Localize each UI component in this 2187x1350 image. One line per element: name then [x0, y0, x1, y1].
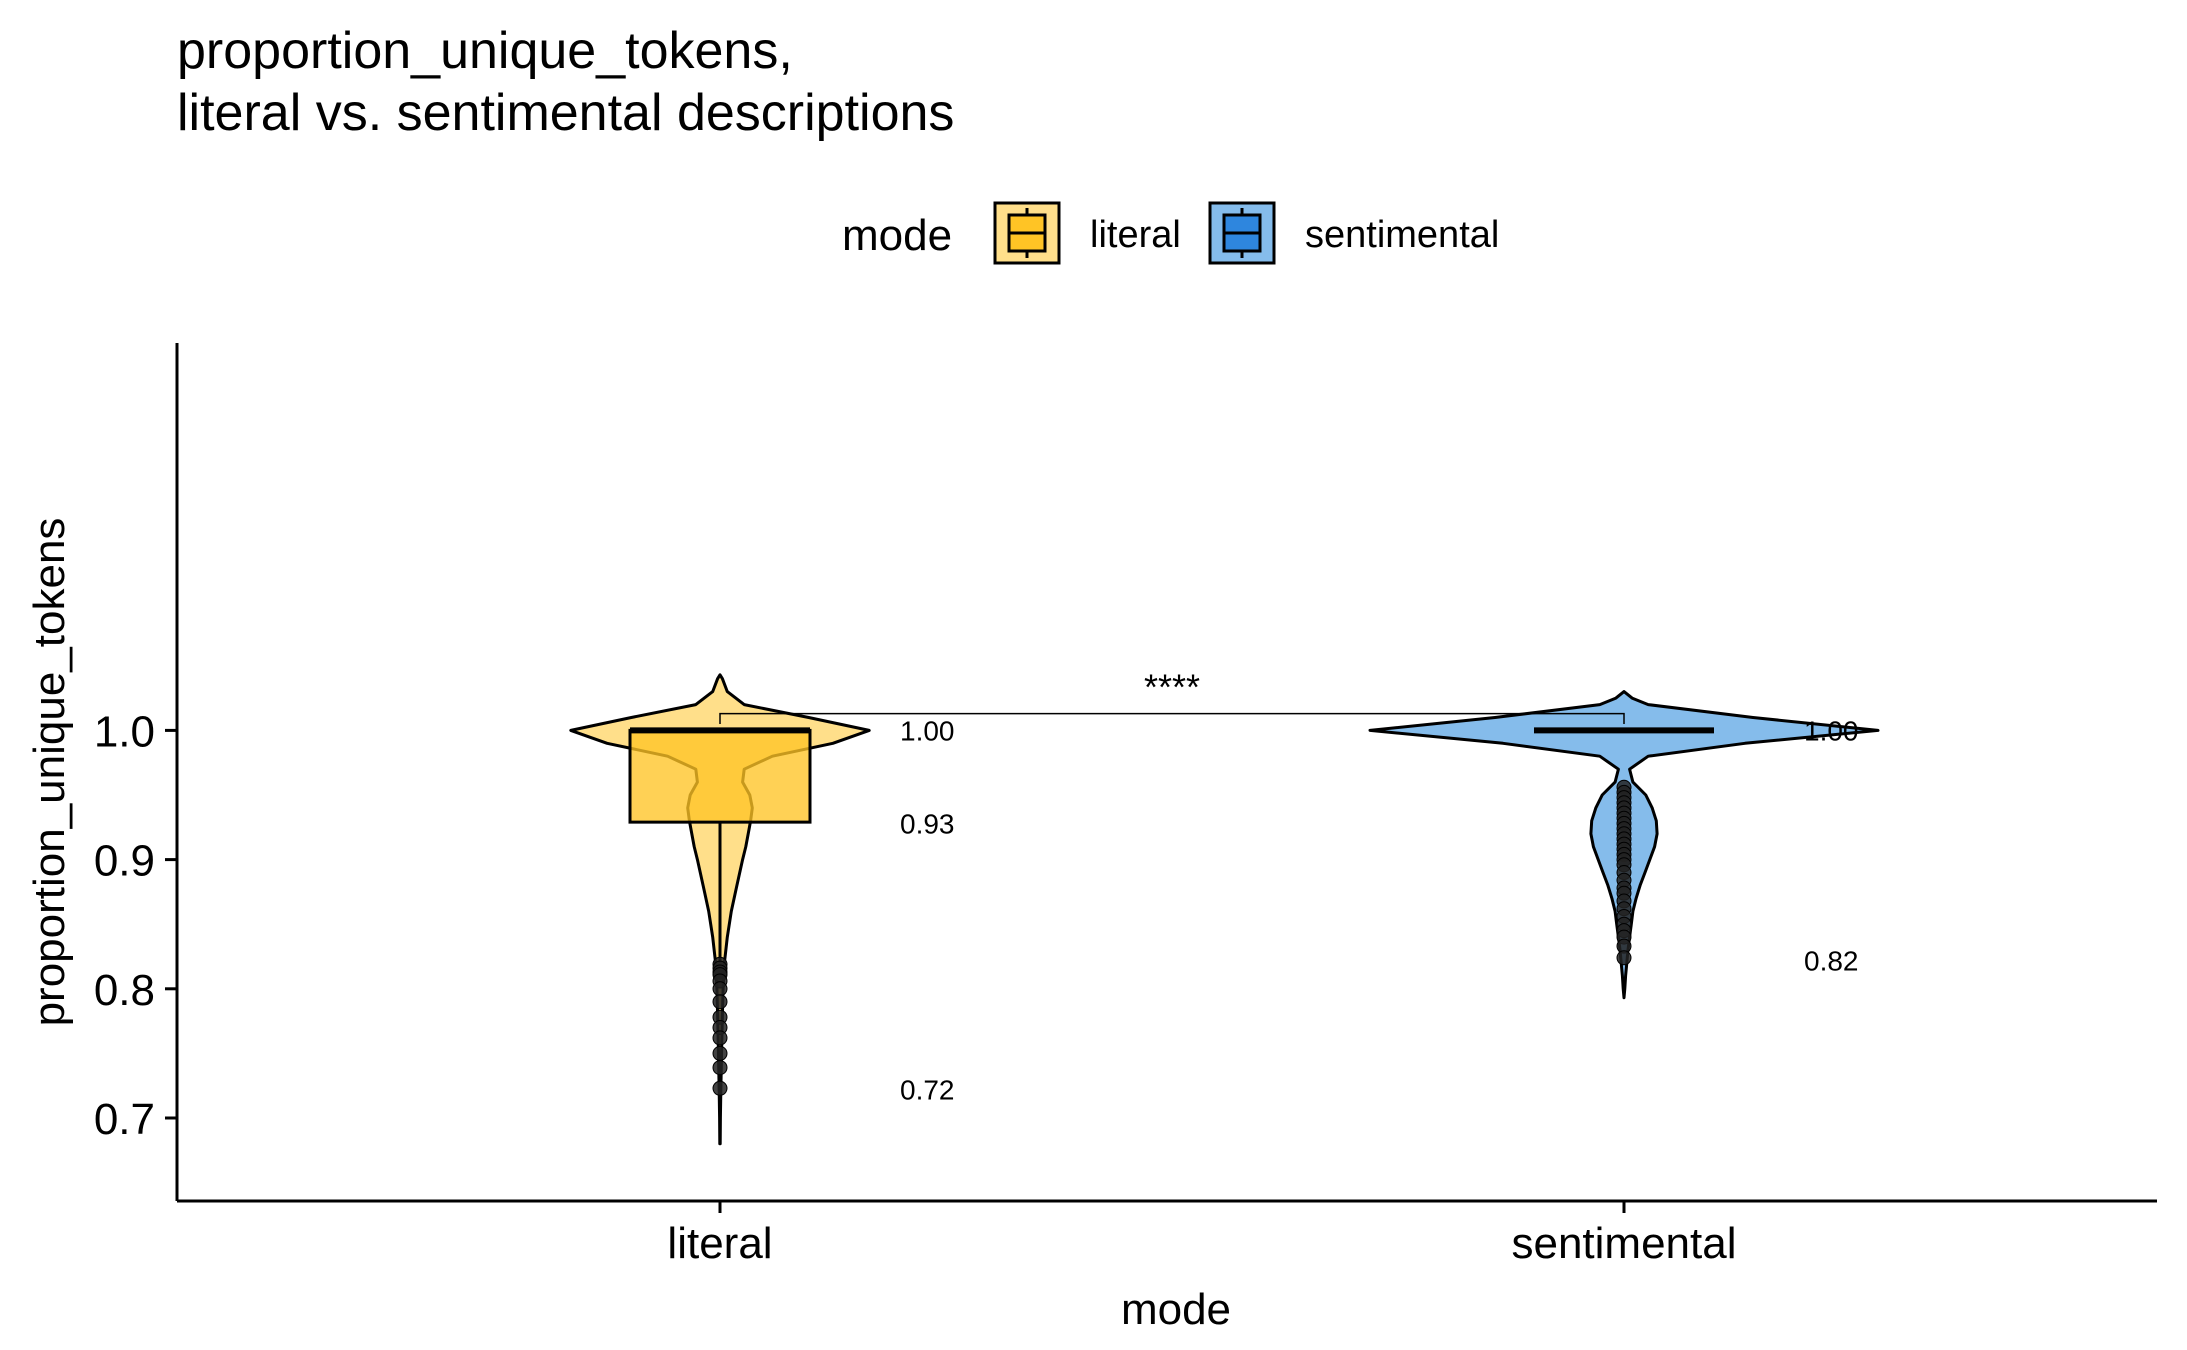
- legend-key-literal: [993, 201, 1061, 265]
- y-tick-label: 1.0: [94, 707, 155, 756]
- significance-line: [719, 712, 1625, 724]
- legend-key-sentimental: [1208, 201, 1276, 265]
- legend-label-literal: literal: [1090, 214, 1181, 256]
- outlier-point-literal: [712, 1030, 728, 1046]
- outlier-point-literal: [712, 1045, 728, 1061]
- value-label-literal: 1.00: [900, 715, 955, 746]
- legend-title: mode: [842, 211, 952, 260]
- outlier-point-literal: [712, 1060, 728, 1076]
- outlier-point-sentimental: [1616, 950, 1632, 966]
- outlier-point-literal: [712, 1080, 728, 1096]
- x-axis: literal sentimental: [177, 1199, 2157, 1268]
- outlier-point-literal: [712, 994, 728, 1010]
- y-tick-label: 0.8: [94, 966, 155, 1015]
- y-tick-label: 0.7: [94, 1095, 155, 1144]
- y-axis: 0.7 0.8 0.9 1.0: [94, 343, 179, 1201]
- value-label-literal: 0.72: [900, 1075, 955, 1106]
- chart-title-line2: literal vs. sentimental descriptions: [177, 84, 954, 142]
- significance-bracket: ****: [719, 667, 1625, 724]
- x-axis-title: mode: [1121, 1285, 1231, 1334]
- plot-area: 1.00 0.93 0.72 1.00 0.82 ****: [569, 667, 1880, 1146]
- series-literal: 1.00 0.93 0.72: [569, 673, 955, 1146]
- value-label-sentimental: 1.00: [1804, 715, 1859, 746]
- x-tick-label-literal: literal: [667, 1219, 772, 1268]
- x-tick-label-sentimental: sentimental: [1511, 1219, 1736, 1268]
- value-label-literal: 0.93: [900, 808, 955, 839]
- y-axis-title: proportion_unique_tokens: [25, 518, 74, 1027]
- chart-title-line1: proportion_unique_tokens,: [177, 22, 793, 80]
- legend-label-sentimental: sentimental: [1305, 214, 1499, 256]
- outlier-point-literal: [712, 981, 728, 997]
- box-literal: [628, 728, 812, 824]
- y-tick-label: 0.9: [94, 837, 155, 886]
- series-sentimental: 1.00 0.82: [1368, 690, 1880, 1000]
- value-label-sentimental: 0.82: [1804, 945, 1859, 976]
- significance-label: ****: [1144, 667, 1200, 708]
- legend: mode literal sentimental: [842, 201, 1499, 265]
